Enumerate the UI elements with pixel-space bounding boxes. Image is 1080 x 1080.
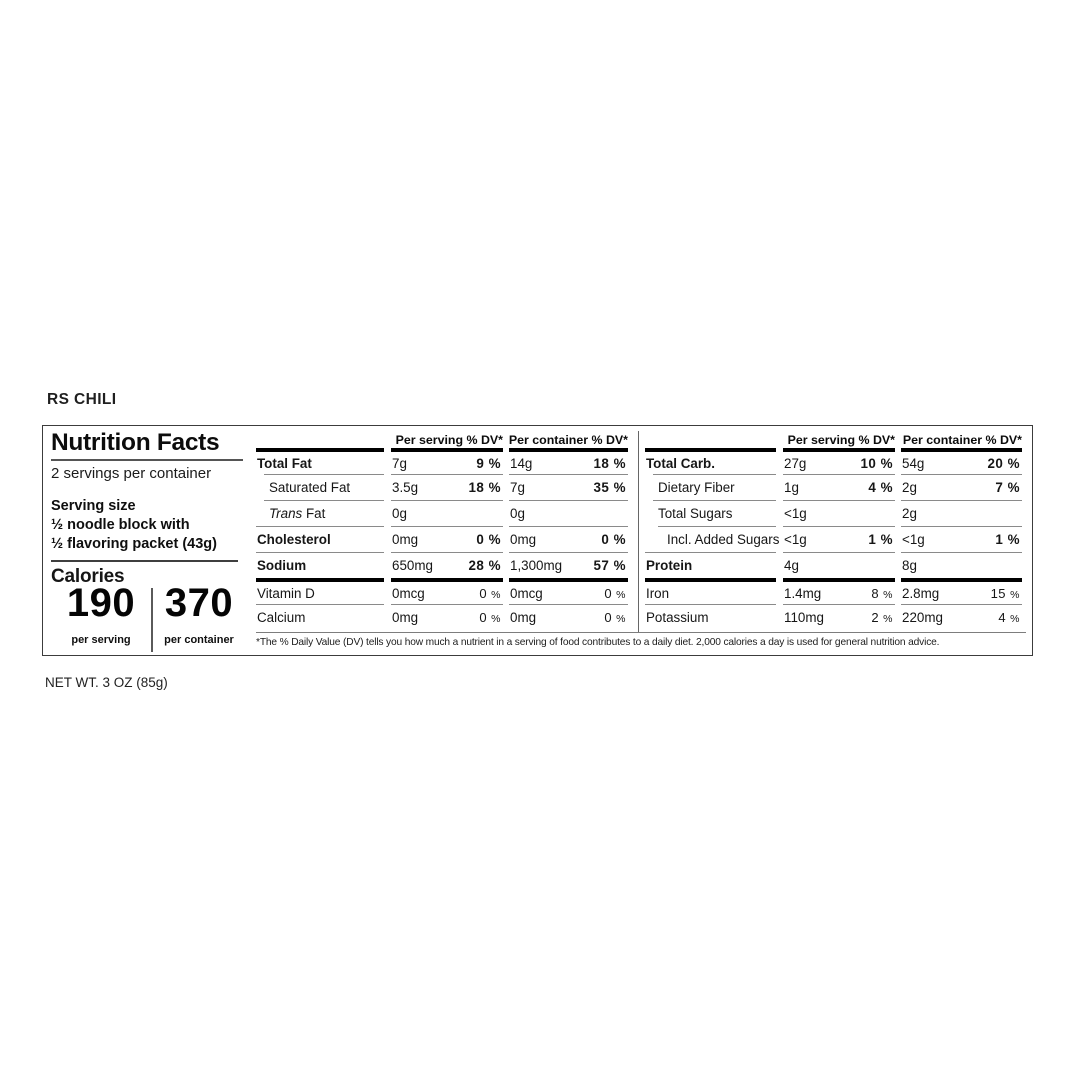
per-serving-cell: 4g bbox=[783, 552, 895, 578]
calories-heading: Calories bbox=[51, 566, 125, 587]
row-protein: Protein 4g 8g bbox=[645, 552, 1026, 578]
per-serving-cell: 0g bbox=[391, 500, 503, 526]
nutrient-name: Vitamin D bbox=[256, 578, 384, 604]
row-calcium: Calcium 0mg 0 % 0mg 0 % bbox=[256, 604, 631, 630]
column-headers: Per serving % DV* Per container % DV* bbox=[256, 431, 631, 448]
row-added-sugars: Incl. Added Sugars <1g 1 % <1g 1 % bbox=[645, 526, 1026, 552]
per-serving-cell: <1g 1 % bbox=[783, 526, 895, 552]
row-total-fat: Total Fat 7g 9 % 14g 18 % bbox=[256, 448, 631, 474]
nutrient-name: Sodium bbox=[256, 552, 384, 578]
per-container-cell: 0mg 0 % bbox=[509, 526, 628, 552]
row-trans-fat: Trans Fat 0g 0g bbox=[256, 500, 631, 526]
row-dietary-fiber: Dietary Fiber 1g 4 % 2g 7 % bbox=[645, 474, 1026, 500]
column-headers: Per serving % DV* Per container % DV* bbox=[645, 431, 1026, 448]
row-vitamin-d: Vitamin D 0mcg 0 % 0mcg 0 % bbox=[256, 578, 631, 604]
per-container-cell: 0mg 0 % bbox=[509, 604, 628, 630]
per-serving-cell: 27g 10 % bbox=[783, 448, 895, 474]
divider bbox=[51, 560, 238, 562]
per-container-header: Per container % DV* bbox=[902, 433, 1022, 447]
row-total-carb: Total Carb. 27g 10 % 54g 20 % bbox=[645, 448, 1026, 474]
servings-per-container: 2 servings per container bbox=[51, 465, 212, 482]
nutrient-name: Saturated Fat bbox=[264, 474, 384, 500]
summary-panel: Nutrition Facts 2 servings per container… bbox=[51, 426, 251, 655]
per-container-header: Per container % DV* bbox=[508, 433, 628, 447]
per-container-cell: 0mcg 0 % bbox=[509, 578, 628, 604]
serving-size-label: Serving size bbox=[51, 498, 136, 514]
per-container-cell: 0g bbox=[509, 500, 628, 526]
nutrition-facts-heading: Nutrition Facts bbox=[51, 429, 220, 456]
calories-per-serving-value: 190 bbox=[66, 581, 136, 625]
nutrient-name: Total Carb. bbox=[645, 448, 776, 474]
per-container-cell: 8g bbox=[901, 552, 1022, 578]
nutrient-name: Calcium bbox=[256, 604, 384, 630]
row-sodium: Sodium 650mg 28 % 1,300mg 57 % bbox=[256, 552, 631, 578]
per-container-cell: <1g 1 % bbox=[901, 526, 1022, 552]
calories-per-serving-caption: per serving bbox=[71, 634, 131, 646]
row-potassium: Potassium 110mg 2 % 220mg 4 % bbox=[645, 604, 1026, 630]
per-serving-header: Per serving % DV* bbox=[787, 433, 895, 447]
calories-per-serving: 190 per serving bbox=[51, 582, 151, 646]
nutrient-name: Protein bbox=[645, 552, 776, 578]
nutrient-name: Total Sugars bbox=[653, 500, 776, 526]
nutrient-name: Potassium bbox=[645, 604, 776, 630]
fat-sodium-table: Per serving % DV* Per container % DV* To… bbox=[256, 431, 631, 630]
section-divider bbox=[638, 431, 640, 632]
nutrient-name: Iron bbox=[645, 578, 776, 604]
per-container-cell: 54g 20 % bbox=[901, 448, 1022, 474]
per-container-cell: 1,300mg 57 % bbox=[509, 552, 628, 578]
calories-per-container-caption: per container bbox=[164, 634, 234, 646]
per-serving-cell: <1g bbox=[783, 500, 895, 526]
per-container-cell: 7g 35 % bbox=[509, 474, 628, 500]
net-weight: NET WT. 3 OZ (85g) bbox=[45, 675, 168, 690]
product-title: RS CHILI bbox=[47, 391, 117, 408]
per-container-cell: 2g bbox=[901, 500, 1022, 526]
serving-size-line: ½ flavoring packet (43g) bbox=[51, 536, 217, 552]
carb-protein-table: Per serving % DV* Per container % DV* To… bbox=[645, 431, 1026, 630]
nutrition-label: Nutrition Facts 2 servings per container… bbox=[42, 425, 1033, 656]
serving-size-line: ½ noodle block with bbox=[51, 517, 190, 533]
per-container-cell: 14g 18 % bbox=[509, 448, 628, 474]
per-container-cell: 2.8mg 15 % bbox=[901, 578, 1022, 604]
per-serving-header: Per serving % DV* bbox=[395, 433, 503, 447]
row-saturated-fat: Saturated Fat 3.5g 18 % 7g 35 % bbox=[256, 474, 631, 500]
nutrient-name: Incl. Added Sugars bbox=[658, 526, 779, 552]
per-serving-cell: 0mg 0 % bbox=[391, 604, 503, 630]
divider bbox=[151, 588, 153, 652]
nutrient-name: Dietary Fiber bbox=[653, 474, 776, 500]
per-serving-cell: 0mg 0 % bbox=[391, 526, 503, 552]
nutrient-name: Trans Fat bbox=[264, 500, 384, 526]
row-total-sugars: Total Sugars <1g 2g bbox=[645, 500, 1026, 526]
per-serving-cell: 1g 4 % bbox=[783, 474, 895, 500]
per-serving-cell: 3.5g 18 % bbox=[391, 474, 503, 500]
per-container-cell: 220mg 4 % bbox=[901, 604, 1022, 630]
divider bbox=[51, 459, 243, 461]
row-iron: Iron 1.4mg 8 % 2.8mg 15 % bbox=[645, 578, 1026, 604]
per-serving-cell: 1.4mg 8 % bbox=[783, 578, 895, 604]
per-serving-cell: 110mg 2 % bbox=[783, 604, 895, 630]
calories-per-container: 370 per container bbox=[154, 582, 244, 646]
row-cholesterol: Cholesterol 0mg 0 % 0mg 0 % bbox=[256, 526, 631, 552]
per-serving-cell: 0mcg 0 % bbox=[391, 578, 503, 604]
calories-per-container-value: 370 bbox=[164, 581, 234, 625]
per-container-cell: 2g 7 % bbox=[901, 474, 1022, 500]
nutrient-name: Total Fat bbox=[256, 448, 384, 474]
daily-value-footnote: *The % Daily Value (DV) tells you how mu… bbox=[256, 632, 1026, 648]
serving-size-block: Serving size ½ noodle block with ½ flavo… bbox=[51, 497, 217, 554]
per-serving-cell: 7g 9 % bbox=[391, 448, 503, 474]
nutrient-name: Cholesterol bbox=[256, 526, 384, 552]
per-serving-cell: 650mg 28 % bbox=[391, 552, 503, 578]
